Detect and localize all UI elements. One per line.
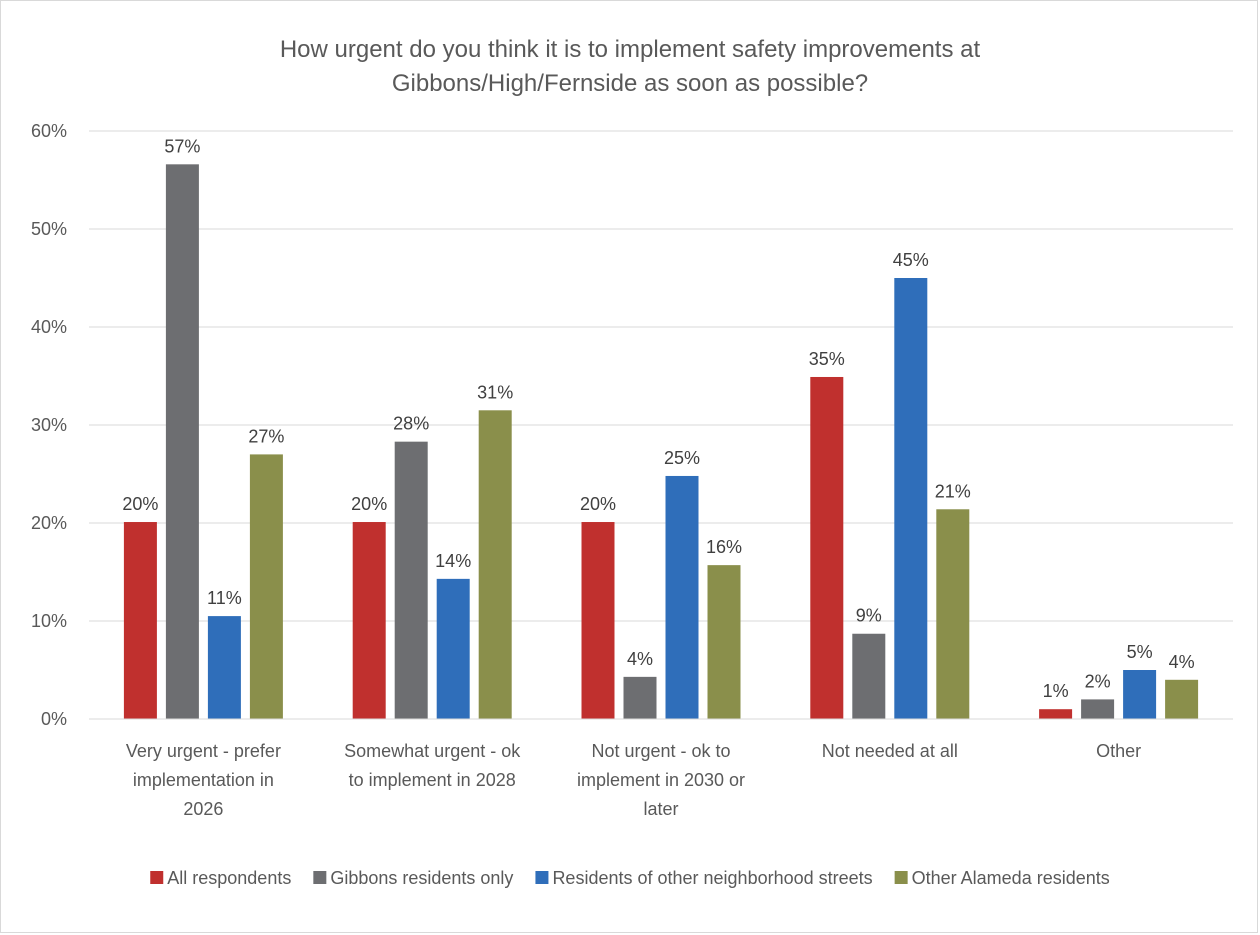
legend-item: Residents of other neighborhood streets	[535, 868, 873, 888]
data-label: 16%	[706, 537, 742, 557]
bar	[1165, 679, 1199, 719]
data-label: 11%	[207, 588, 242, 608]
legend-swatch	[150, 871, 164, 884]
legend-label: Other Alameda residents	[912, 868, 1110, 888]
data-label: 14%	[435, 551, 471, 571]
bar	[623, 676, 657, 719]
x-category-label: to implement in 2028	[349, 770, 516, 790]
data-label: 20%	[351, 494, 387, 514]
bar	[707, 565, 741, 719]
x-category-label: later	[643, 799, 678, 819]
y-tick-label: 40%	[31, 317, 67, 337]
data-label: 21%	[935, 481, 971, 501]
chart-title-line: How urgent do you think it is to impleme…	[280, 36, 981, 63]
data-label: 45%	[893, 250, 929, 270]
legend-label: Gibbons residents only	[330, 868, 513, 888]
bar	[478, 410, 512, 719]
bar	[936, 509, 970, 719]
bar	[1081, 699, 1115, 719]
legend: All respondents Gibbons residents only Res…	[150, 868, 1110, 888]
x-category-label: Not urgent - ok to	[591, 741, 730, 761]
data-label: 57%	[164, 136, 200, 156]
bar	[249, 454, 283, 719]
y-tick-label: 10%	[31, 611, 67, 631]
legend-swatch	[894, 871, 908, 884]
legend-swatch	[313, 871, 327, 884]
data-label: 20%	[580, 494, 616, 514]
data-label: 25%	[664, 448, 700, 468]
y-tick-label: 30%	[31, 415, 67, 435]
bars	[123, 164, 1199, 719]
x-category-label: Not needed at all	[822, 741, 958, 761]
bar	[165, 164, 199, 719]
legend-swatch	[535, 871, 549, 884]
y-axis-ticks: 0% 10% 20% 30% 40% 50% 60%	[31, 121, 67, 729]
data-labels: 20% 57% 11% 27% 20% 28% 14% 31% 20% 4% 25% 16% 35% 9%…	[122, 136, 1194, 701]
data-label: 4%	[627, 649, 653, 669]
x-category-label: implement in 2030 or	[577, 770, 745, 790]
legend-item: Other Alameda residents	[894, 868, 1110, 888]
chart-title-line: Gibbons/High/Fernside as soon as possibl…	[392, 70, 868, 97]
y-tick-label: 20%	[31, 513, 67, 533]
bar	[581, 522, 615, 719]
y-tick-label: 60%	[31, 121, 67, 141]
data-label: 1%	[1043, 681, 1069, 701]
bar	[894, 278, 928, 719]
bar	[207, 616, 241, 719]
x-category-label: implementation in	[133, 770, 274, 790]
data-label: 28%	[393, 414, 429, 434]
data-label: 20%	[122, 494, 158, 514]
bar	[852, 633, 886, 719]
bar	[352, 522, 386, 719]
bar	[810, 376, 844, 719]
x-category-label: Very urgent - prefer	[126, 741, 281, 761]
y-tick-label: 0%	[41, 709, 67, 729]
legend-label: Residents of other neighborhood streets	[552, 868, 872, 888]
data-label: 27%	[248, 426, 284, 446]
x-category-label: Other	[1096, 741, 1141, 761]
chart-title: How urgent do you think it is to impleme…	[280, 36, 981, 97]
x-category-label: 2026	[183, 799, 223, 819]
data-label: 5%	[1127, 642, 1153, 662]
legend-item: Gibbons residents only	[313, 868, 513, 888]
legend-label: All respondents	[167, 868, 291, 888]
bar	[123, 522, 157, 719]
bar	[665, 475, 699, 719]
bar	[436, 578, 470, 719]
y-tick-label: 50%	[31, 219, 67, 239]
bar	[1039, 709, 1073, 719]
bar	[1123, 670, 1157, 719]
data-label: 4%	[1169, 652, 1195, 672]
data-label: 31%	[477, 382, 513, 402]
x-category-label: Somewhat urgent - ok	[344, 741, 521, 761]
legend-item: All respondents	[150, 868, 291, 888]
data-label: 2%	[1085, 671, 1111, 691]
x-axis-categories: Very urgent - prefer implementation in 202…	[126, 741, 1141, 819]
data-label: 35%	[809, 349, 845, 369]
bar	[394, 441, 428, 719]
data-label: 9%	[856, 606, 882, 626]
